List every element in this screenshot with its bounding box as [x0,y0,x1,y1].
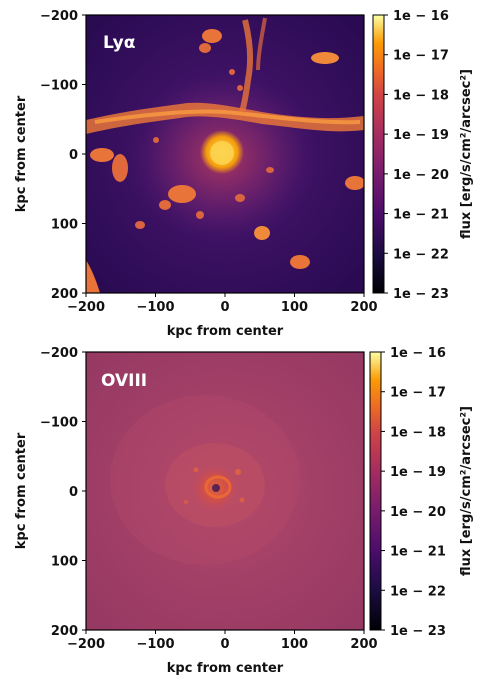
oviii-x-tick-label: 0 [220,637,229,652]
lya-y-tick-label: 100 [51,218,78,233]
oviii-x-tick-label: −100 [136,637,174,652]
lya-colorbar-label: flux [erg/s/cm²/arcsec²] [459,69,474,239]
oviii-colorbar-tick-label: 1e − 21 [390,545,446,560]
oviii-y-tick-label: −100 [40,416,78,431]
oviii-image [86,352,364,630]
oviii-colorbar-tick-label: 1e − 18 [390,425,446,440]
lya-x-tick-label: 0 [220,300,229,315]
lya-colorbar-tick-label: 1e − 23 [393,287,449,302]
lya-x-tick-label: 100 [281,300,308,315]
lya-y-axis-label: kpc from center [14,95,29,212]
oviii-y-tick-label: 100 [51,555,78,570]
oviii-y-tick-label: 0 [69,485,78,500]
lya-colorbar-tick-label: 1e − 17 [393,49,449,64]
lya-colorbar-tick-label: 1e − 22 [393,247,449,262]
lya-colorbar-tick-label: 1e − 16 [393,9,449,24]
lya-x-tick-label: 200 [350,300,377,315]
oviii-colorbar: 1e − 16 1e − 17 1e − 18 1e − 19 1e − 20 1e − … [370,346,474,639]
oviii-panel-label: OVIII [101,371,147,391]
oviii-colorbar-tick-label: 1e − 22 [390,584,446,599]
oviii-colorbar-label: flux [erg/s/cm²/arcsec²] [459,406,474,576]
lya-y-tick-label: −200 [40,9,78,24]
oviii-y-axis-label: kpc from center [14,432,29,549]
oviii-colorbar-tick-label: 1e − 19 [390,465,446,480]
lya-y-tick-label: 200 [51,287,78,302]
lya-colorbar: 1e − 16 1e − 17 1e − 18 1e − 19 1e − 20 1e − … [373,9,474,302]
lya-x-axis-label: kpc from center [167,324,284,339]
lya-colorbar-tick-label: 1e − 19 [393,128,449,143]
lya-x-tick-label: −200 [67,300,105,315]
lya-colorbar-tick-label: 1e − 21 [393,208,449,223]
oviii-y-tick-label: 200 [51,624,78,639]
oviii-x-axis-label: kpc from center [167,661,284,676]
lya-colorbar-tick-label: 1e − 18 [393,88,449,103]
lya-y-tick-label: −100 [40,79,78,94]
lya-y-tick-label: 0 [69,148,78,163]
oviii-x-tick-label: 200 [350,637,377,652]
oviii-colorbar-tick-label: 1e − 17 [390,386,446,401]
oviii-x-tick-label: 100 [281,637,308,652]
oviii-colorbar-tick-label: 1e − 23 [390,624,446,639]
oviii-colorbar-tick-label: 1e − 16 [390,346,446,361]
oviii-x-tick-label: −200 [67,637,105,652]
oviii-y-tick-label: −200 [40,346,78,361]
lya-colorbar-tick-label: 1e − 20 [393,168,449,183]
oviii-colorbar-tick-label: 1e − 20 [390,505,446,520]
lya-x-tick-label: −100 [136,300,174,315]
lya-panel-label: Lyα [103,33,135,53]
lya-image [86,15,365,293]
